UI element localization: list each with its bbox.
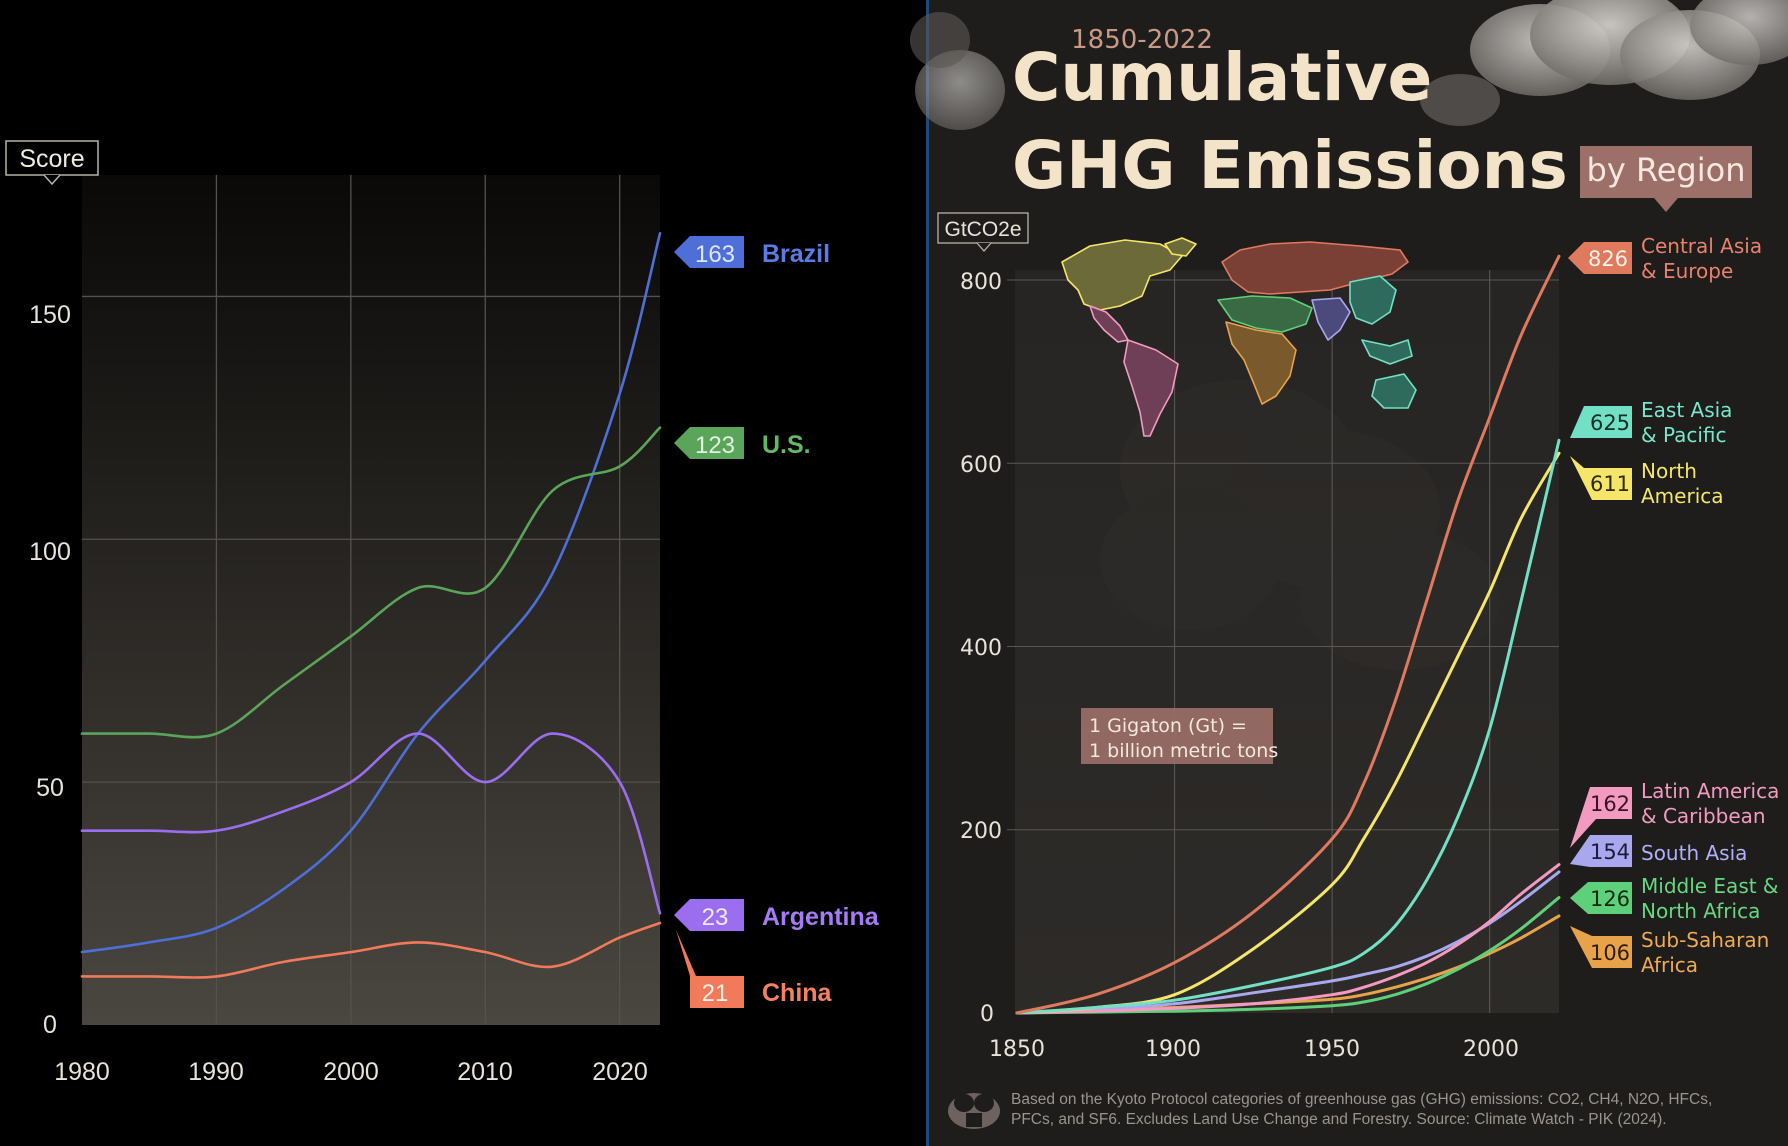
series-line-central-asia-europe — [1015, 254, 1561, 1015]
end-value-cae: 826 — [1588, 247, 1628, 271]
left-gridlines — [82, 175, 660, 1025]
end-label-sub-saharan-africa: 106 Sub-Saharan Africa — [1570, 926, 1769, 977]
end-value-china: 21 — [702, 980, 729, 1007]
footer-logo — [948, 1093, 1000, 1129]
note-line1: 1 Gigaton (Gt) = — [1089, 715, 1247, 737]
panel-divider — [926, 0, 929, 1146]
cloud-decoration — [910, 0, 1788, 130]
right-y-ticks: 0 200 400 600 800 — [960, 270, 1002, 1027]
series-label-ssa-2: Africa — [1641, 953, 1698, 977]
series-label-eap-1: East Asia — [1641, 398, 1732, 422]
y-tick-label: 200 — [960, 819, 1002, 844]
y-tick-label: 600 — [960, 453, 1002, 478]
right-x-ticks: 1850 1900 1950 2000 — [989, 1037, 1519, 1062]
end-value-argentina: 23 — [702, 904, 729, 931]
end-label-brazil: 163 Brazil — [674, 236, 830, 268]
note-line2: 1 billion metric tons — [1089, 740, 1278, 762]
end-label-east-asia-pacific: 625 East Asia & Pacific — [1570, 398, 1732, 447]
series-line-argentina — [80, 732, 662, 915]
chart-title-line2: GHG Emissions — [1012, 127, 1568, 204]
series-line-u-s- — [80, 426, 662, 739]
x-tick-label: 2000 — [1463, 1037, 1519, 1062]
right-unit-label: GtCO2e — [944, 218, 1021, 241]
right-unit-box: GtCO2e — [937, 212, 1029, 252]
left-plot-area — [82, 175, 660, 1025]
end-value-mena: 126 — [1590, 887, 1630, 911]
end-value-lac: 162 — [1590, 792, 1630, 816]
end-label-argentina: 23 Argentina — [674, 899, 880, 931]
y-tick-label: 50 — [36, 774, 64, 802]
x-tick-label: 1980 — [54, 1058, 110, 1086]
chart-title-line1: Cumulative — [1012, 39, 1432, 116]
series-label-lac-1: Latin America — [1641, 779, 1779, 803]
series-label-eap-2: & Pacific — [1641, 423, 1727, 447]
x-tick-label: 1850 — [989, 1037, 1045, 1062]
end-label-latin-america: 162 Latin America & Caribbean — [1570, 779, 1779, 848]
end-label-central-asia-europe: 826 Central Asia & Europe — [1568, 234, 1762, 283]
series-label-cae-2: & Europe — [1641, 259, 1733, 283]
title-tag-text: by Region — [1587, 151, 1746, 189]
series-label-brazil: Brazil — [762, 240, 830, 268]
series-line-north-america — [1015, 451, 1561, 1015]
series-label-lac-2: & Caribbean — [1641, 804, 1766, 828]
series-label-cae-1: Central Asia — [1641, 234, 1762, 258]
series-label-china: China — [762, 979, 833, 1007]
series-line-china — [80, 921, 662, 979]
footer-source-line2: PFCs, and SF6. Excludes Land Use Change … — [1011, 1111, 1667, 1128]
end-label-us: 123 U.S. — [674, 427, 811, 459]
end-label-mena: 126 Middle East & North Africa — [1570, 874, 1779, 923]
chart-subtitle: 1850-2022 — [1071, 25, 1213, 55]
right-series-lines — [1015, 254, 1561, 1015]
end-label-south-asia: 154 South Asia — [1570, 835, 1747, 867]
end-label-china: 21 China — [676, 930, 833, 1008]
x-tick-label: 1950 — [1304, 1037, 1360, 1062]
end-value-sa: 154 — [1590, 840, 1630, 864]
series-label-na-2: America — [1641, 484, 1724, 508]
series-label-ssa-1: Sub-Saharan — [1641, 928, 1769, 952]
series-label-mena-2: North Africa — [1641, 899, 1760, 923]
end-value-us: 123 — [695, 432, 735, 459]
y-tick-label: 0 — [43, 1011, 57, 1039]
left-unit-box: Score — [5, 140, 99, 186]
y-tick-label: 0 — [980, 1002, 994, 1027]
x-tick-label: 2020 — [592, 1058, 648, 1086]
x-tick-label: 1990 — [188, 1058, 244, 1086]
end-value-brazil: 163 — [695, 241, 735, 268]
series-label-us: U.S. — [762, 431, 811, 459]
series-label-sa-1: South Asia — [1641, 841, 1747, 865]
right-panel: 1850-2022 Cumulative GHG Emissions by Re… — [910, 0, 1788, 1146]
y-tick-label: 800 — [960, 270, 1002, 295]
series-line-east-asia-pacific — [1015, 438, 1561, 1015]
left-x-ticks: 1980 1990 2000 2010 2020 — [54, 1058, 648, 1086]
end-value-ssa: 106 — [1590, 941, 1630, 965]
left-panel: 0 50 100 150 1980 1990 2000 2010 2020 Sc… — [5, 140, 880, 1086]
y-tick-label: 100 — [29, 538, 71, 566]
title-tag: by Region — [1580, 146, 1752, 212]
left-series-lines — [80, 232, 662, 979]
x-tick-label: 1900 — [1145, 1037, 1201, 1062]
end-value-eap: 625 — [1590, 411, 1630, 435]
y-tick-label: 150 — [29, 301, 71, 329]
footer-source-line1: Based on the Kyoto Protocol categories o… — [1011, 1091, 1712, 1108]
end-value-na: 611 — [1590, 472, 1630, 496]
left-unit-label: Score — [19, 145, 84, 173]
world-map-image — [1061, 237, 1417, 437]
unit-note-box: 1 Gigaton (Gt) = 1 billion metric tons — [1081, 708, 1278, 764]
series-label-mena-1: Middle East & — [1641, 874, 1779, 898]
left-y-ticks: 0 50 100 150 — [29, 301, 71, 1039]
series-line-latin-america-caribbean — [1015, 863, 1561, 1015]
right-plot-area — [1015, 270, 1559, 1013]
series-label-argentina: Argentina — [762, 903, 880, 931]
x-tick-label: 2010 — [457, 1058, 513, 1086]
y-tick-label: 400 — [960, 636, 1002, 661]
x-tick-label: 2000 — [323, 1058, 379, 1086]
end-label-north-america: 611 North America — [1570, 456, 1724, 508]
series-line-middle-east-north-africa — [1015, 896, 1561, 1015]
series-label-na-1: North — [1641, 459, 1697, 483]
